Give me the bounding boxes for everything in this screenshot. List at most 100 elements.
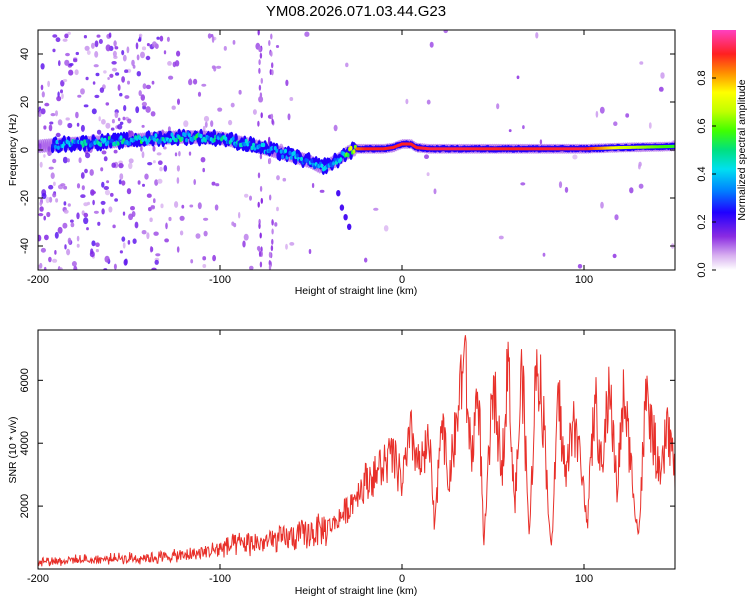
spectrogram-noise	[122, 116, 126, 121]
spectrogram-noise	[44, 234, 49, 241]
spectrogram-noise	[145, 84, 151, 90]
spectrogram-noise	[174, 201, 179, 208]
spectrogram-noise	[426, 99, 431, 105]
spectrogram-ridge-core	[203, 138, 207, 143]
spectrogram-noise	[146, 193, 152, 198]
spectrogram-noise	[41, 91, 45, 98]
spectrogram-noise	[95, 72, 100, 77]
spectrogram-noise	[287, 113, 291, 121]
spectrogram-noise	[149, 217, 153, 223]
spectrogram-noise	[67, 31, 71, 35]
spectrogram-noise	[104, 255, 110, 263]
spectrogram-noise	[56, 96, 62, 102]
spectrogram-noise	[159, 166, 163, 172]
spectrogram-ridge-core	[106, 140, 110, 145]
spectrogram-noise	[271, 62, 274, 69]
spectrogram-noise	[94, 51, 99, 58]
spectrogram-noise	[153, 198, 156, 204]
spectrogram-noise	[558, 181, 563, 189]
spectrogram-noise	[74, 69, 79, 76]
spectrogram-noise	[176, 177, 180, 184]
spectrogram-noise	[176, 246, 180, 253]
spectrogram-ridge-core	[284, 148, 287, 154]
spectrogram-noise	[149, 246, 153, 253]
spectrogram-noise	[47, 80, 50, 88]
spectrogram-noise	[648, 122, 652, 129]
spectrogram-noise	[40, 84, 44, 91]
spectrogram-noise	[426, 172, 430, 177]
spectrogram-noise	[542, 252, 546, 257]
snr-x-label: Height of straight line (km)	[295, 585, 418, 597]
spectrogram-ridge-core	[288, 150, 292, 156]
spectrogram-ridge-core	[55, 139, 59, 145]
spectrogram-noise	[195, 233, 201, 239]
spectrogram-noise	[104, 189, 111, 196]
spectrogram-noise	[55, 198, 59, 203]
spectrogram-noise	[268, 40, 271, 46]
spectrogram-ridge-core	[87, 139, 91, 144]
spectrogram-ridge-core	[346, 153, 350, 158]
spectrogram-noise	[230, 102, 235, 108]
spectrogram-noise	[126, 46, 130, 54]
spectrogram-noise	[93, 64, 99, 68]
spectrogram-noise	[498, 235, 504, 240]
spectrogram-ridge-outer	[234, 133, 238, 143]
spectrogram-ridge-core	[300, 156, 303, 162]
spectrogram-ridge-core	[154, 133, 158, 138]
spectrogram-ridge-core	[119, 135, 123, 140]
spectrogram-noise	[110, 127, 115, 131]
spectrogram-noise	[76, 212, 80, 220]
spectrogram-noise	[109, 73, 114, 78]
spectrogram-noise	[119, 92, 123, 97]
spectrogram-noise	[119, 250, 123, 254]
spectrogram-noise	[60, 183, 66, 187]
spectrogram-noise	[113, 263, 117, 270]
spectrogram-noise	[259, 92, 263, 99]
spectrogram-image	[38, 30, 675, 270]
spectrogram-ridge-core	[169, 138, 172, 143]
spectrogram-ridge-core	[275, 148, 279, 153]
spectrogram-noise	[424, 154, 429, 159]
spectrogram-noise	[119, 121, 124, 126]
spectrogram-noise	[270, 113, 274, 120]
spectrogram-noise	[141, 230, 147, 235]
spectrogram-noise	[97, 221, 101, 226]
spectrogram-noise	[103, 70, 107, 74]
spectrogram-noise	[140, 145, 143, 152]
spectrogram-noise	[43, 266, 47, 270]
colorbar-tick-label: 0.0	[696, 262, 708, 277]
spectrogram-noise	[62, 156, 68, 164]
spectrogram-ridge-core	[54, 144, 57, 150]
spectrogram-noise	[172, 61, 177, 68]
y-tick-label: -40	[19, 238, 31, 254]
spectrogram-noise	[231, 221, 235, 226]
spectrogram-noise	[130, 206, 135, 211]
spectrogram-noise	[520, 182, 526, 186]
spectrogram-noise	[443, 30, 448, 34]
spectrogram-noise	[75, 111, 79, 119]
spectrogram-noise	[147, 162, 153, 166]
spectrogram-noise	[112, 224, 116, 229]
x-tick-label: 0	[399, 573, 405, 585]
spectrogram-noise	[98, 116, 101, 122]
spectrogram-noise	[50, 172, 55, 179]
spectrogram-noise	[276, 206, 279, 212]
spectrogram-noise	[80, 124, 85, 132]
colorbar: 0.0 0.2 0.4 0.6 0.8 Normalized spectral ampl…	[696, 30, 748, 278]
spectrogram-noise	[117, 117, 121, 122]
y-tick-label: 4000	[19, 431, 31, 455]
spectrogram-noise	[115, 72, 120, 76]
spectrogram-ridge-core	[180, 136, 184, 141]
spectrogram-ridge-core	[170, 132, 174, 137]
spectrogram-ridge-core	[153, 137, 156, 142]
snr-y-label: SNR (10 * v/v)	[7, 416, 19, 483]
spectrogram-noise	[124, 69, 129, 73]
spectrogram-noise	[522, 125, 525, 130]
spectrogram-noise	[100, 167, 104, 172]
spectrogram-noise	[63, 209, 69, 214]
spectrogram-ridge-core	[310, 158, 314, 163]
spectrogram-noise	[48, 124, 53, 132]
spectrogram-noise	[67, 122, 73, 129]
spectrogram-noise	[153, 231, 159, 236]
spectrogram-noise	[80, 194, 86, 199]
